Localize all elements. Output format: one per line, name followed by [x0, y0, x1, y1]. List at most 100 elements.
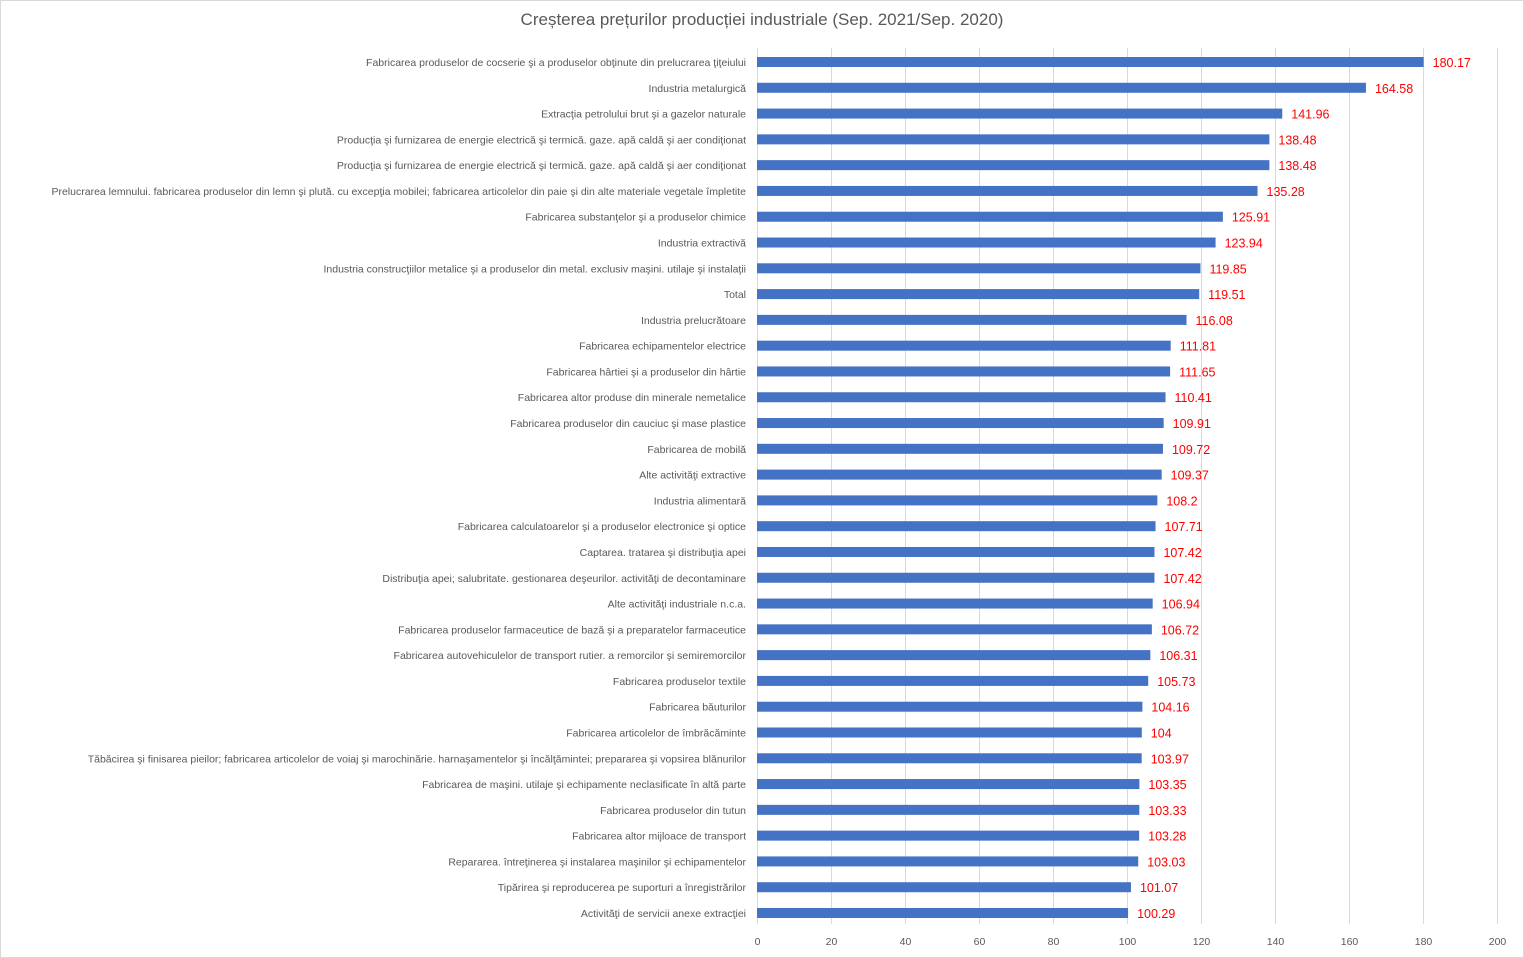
data-label: 116.08: [1195, 314, 1232, 328]
data-label: 123.94: [1225, 237, 1263, 251]
x-tick-label: 20: [826, 936, 838, 948]
data-label: 105.73: [1157, 675, 1195, 689]
x-tick-label: 0: [755, 936, 761, 948]
bar: [757, 392, 1166, 403]
data-label: 101.07: [1140, 881, 1178, 895]
bar: [757, 882, 1131, 893]
x-tick-label: 80: [1048, 936, 1060, 948]
category-label: Fabricarea produselor textile: [613, 676, 746, 688]
bar: [757, 908, 1129, 918]
bar: [757, 366, 1171, 377]
data-label: 109.72: [1172, 443, 1210, 457]
data-label: 135.28: [1267, 185, 1305, 199]
category-label: Fabricarea altor produse din minerale ne…: [518, 392, 746, 404]
data-label: 164.58: [1375, 82, 1413, 96]
bar: [757, 753, 1142, 764]
category-label: Industria metalurgică: [649, 83, 747, 95]
category-label: Producţia şi furnizarea de energie elect…: [337, 160, 746, 172]
category-label: Industria construcţiilor metalice şi a p…: [323, 263, 746, 275]
category-labels: Fabricarea produselor de cocserie şi a p…: [51, 57, 746, 920]
data-label: 141.96: [1291, 108, 1329, 122]
category-label: Alte activităţi industriale n.c.a.: [608, 599, 746, 611]
category-label: Fabricarea de maşini. utilaje şi echipam…: [422, 779, 746, 791]
bar: [757, 572, 1155, 583]
bar: [757, 57, 1424, 67]
category-label: Tipărirea şi reproducerea pe suporturi a…: [498, 882, 747, 894]
bar: [757, 160, 1270, 171]
bar: [757, 134, 1270, 145]
data-label: 106.31: [1159, 649, 1197, 663]
data-label: 138.48: [1278, 133, 1316, 147]
data-label: 103.28: [1148, 830, 1186, 844]
category-label: Fabricarea băuturilor: [649, 702, 746, 714]
x-tick-label: 140: [1267, 936, 1285, 948]
category-label: Fabricarea produselor din cauciuc şi mas…: [510, 418, 746, 430]
bar: [757, 237, 1216, 248]
bar: [757, 804, 1140, 815]
data-label: 111.65: [1179, 365, 1215, 379]
bar: [757, 340, 1171, 351]
bar: [757, 418, 1164, 429]
data-label: 103.03: [1147, 855, 1185, 869]
category-label: Captarea. tratarea şi distribuţia apei: [580, 547, 746, 559]
data-label: 106.94: [1162, 598, 1200, 612]
category-label: Prelucrarea lemnului. fabricarea produse…: [51, 186, 746, 198]
category-label: Fabricarea autovehiculelor de transport …: [394, 650, 747, 662]
data-label: 106.72: [1161, 623, 1199, 637]
bar: [757, 211, 1223, 222]
data-label: 107.42: [1163, 572, 1201, 586]
x-axis-ticks: 0 20 40 60 80 100 120 140 160 180 200: [755, 936, 1507, 948]
category-label: Repararea. întreţinerea şi instalarea ma…: [448, 856, 746, 868]
data-label: 107.71: [1165, 520, 1203, 534]
bar: [757, 701, 1143, 712]
bars: [757, 57, 1424, 918]
data-label: 109.91: [1173, 417, 1211, 431]
data-label: 125.91: [1232, 211, 1270, 225]
bar: [757, 185, 1258, 196]
chart-title: Creșterea prețurilor producției industri…: [520, 10, 1004, 29]
bar: [757, 546, 1155, 557]
category-label: Fabricarea produselor de cocserie şi a p…: [366, 57, 746, 69]
category-label: Fabricarea altor mijloace de transport: [572, 831, 746, 843]
bar: [757, 830, 1140, 841]
bar: [757, 314, 1187, 325]
category-label: Producţia şi furnizarea de energie elect…: [337, 134, 746, 146]
data-label: 180.17: [1433, 56, 1471, 70]
x-tick-label: 180: [1415, 936, 1433, 948]
bar: [757, 598, 1153, 609]
data-label: 103.97: [1151, 752, 1189, 766]
data-label: 103.35: [1148, 778, 1186, 792]
x-tick-label: 40: [900, 936, 912, 948]
x-tick-label: 100: [1119, 936, 1137, 948]
category-label: Fabricarea substanţelor şi a produselor …: [525, 212, 746, 224]
category-label: Fabricarea produselor farmaceutice de ba…: [398, 624, 746, 636]
bar: [757, 108, 1283, 119]
gridlines: [757, 48, 1498, 924]
bar: [757, 779, 1140, 790]
category-label: Industria alimentară: [654, 495, 746, 507]
bar: [757, 624, 1152, 635]
bar: [757, 727, 1142, 738]
category-label: Fabricarea de mobilă: [647, 444, 746, 456]
x-tick-label: 60: [974, 936, 986, 948]
category-label: Fabricarea calculatoarelor şi a produsel…: [458, 521, 746, 533]
bar: [757, 82, 1366, 93]
bar: [757, 443, 1163, 454]
bar: [757, 521, 1156, 532]
bar: [757, 675, 1149, 686]
data-label: 104: [1151, 726, 1172, 740]
category-label: Fabricarea hârtiei şi a produselor din h…: [546, 366, 746, 378]
category-label: Fabricarea articolelor de îmbrăcăminte: [566, 727, 746, 739]
data-label: 104.16: [1151, 701, 1189, 715]
data-label: 111.81: [1180, 340, 1216, 354]
category-label: Fabricarea echipamentelor electrice: [579, 341, 746, 353]
data-label: 138.48: [1278, 159, 1316, 173]
bar: [757, 289, 1200, 300]
data-label: 119.85: [1209, 262, 1246, 276]
x-tick-label: 200: [1489, 936, 1507, 948]
bar: [757, 650, 1151, 661]
bar: [757, 263, 1201, 274]
bar: [757, 495, 1158, 506]
data-label: 119.51: [1208, 288, 1245, 302]
